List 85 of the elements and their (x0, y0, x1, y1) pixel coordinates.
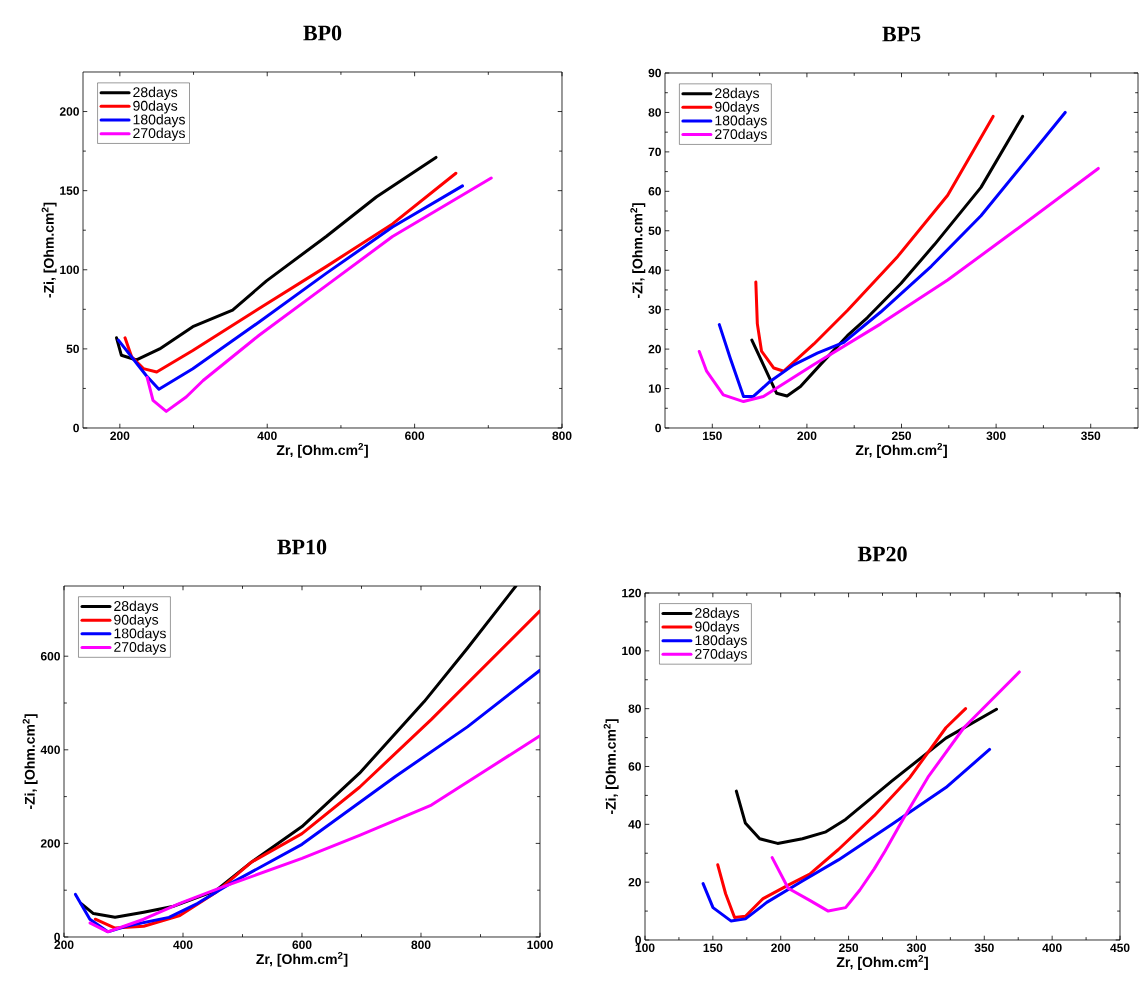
line-series (716, 707, 968, 919)
x-tick-label: 150 (703, 431, 722, 441)
x-tick-label: 300 (986, 431, 1006, 441)
line-series (697, 166, 1100, 404)
x-tick-label: 150 (703, 943, 723, 953)
y-tick-label: 90 (648, 68, 661, 78)
x-tick-label: 800 (552, 431, 572, 441)
x-tick-label: 200 (797, 431, 817, 441)
legend-label: 90days (715, 101, 760, 115)
x-tick-label: 250 (891, 431, 912, 441)
x-tick-label: 600 (405, 431, 425, 441)
y-tick-label: 0 (655, 423, 661, 433)
line-series (734, 707, 999, 845)
x-tick-label: 400 (257, 431, 277, 441)
x-tick-label: 350 (974, 943, 994, 953)
chart-title: BP5 (882, 26, 921, 42)
y-tick-label: 20 (628, 877, 641, 887)
chart-title: BP10 (277, 539, 327, 555)
y-tick-label: 60 (648, 187, 661, 196)
legend-label: 270days (133, 127, 185, 141)
y-tick-label: 100 (60, 265, 79, 275)
chart-title: BP0 (303, 25, 342, 41)
x-tick-label: 1000 (527, 940, 553, 950)
legend-label: 28days (695, 607, 740, 621)
legend-label: 180days (133, 114, 185, 128)
x-tick-label: 250 (838, 943, 859, 953)
line-series (73, 668, 540, 934)
x-tick-label: 400 (173, 940, 193, 950)
y-tick-label: 120 (622, 588, 641, 598)
legend-label: 270days (114, 641, 166, 655)
line-series (116, 184, 465, 391)
legend-label: 180days (114, 628, 166, 642)
y-axis-title: -Zi, [Ohm.cm$^{2}$] (603, 719, 619, 815)
x-tick-label: 200 (110, 431, 130, 441)
y-tick-label: 0 (635, 935, 641, 945)
y-tick-label: 50 (66, 344, 79, 354)
legend-label: 90days (695, 621, 740, 635)
legend-label: 28days (715, 87, 760, 101)
legend-label: 270days (695, 648, 747, 662)
y-tick-label: 150 (60, 186, 79, 195)
line-series (123, 171, 458, 374)
y-tick-label: 70 (648, 147, 661, 157)
y-axis-title: -Zi, [Ohm.cm$^{2}$] (41, 202, 57, 298)
x-tick-label: 350 (1080, 431, 1101, 441)
y-tick-label: 200 (59, 107, 79, 116)
x-axis-title: Zr, [Ohm.cm$^{2}$] (836, 954, 928, 970)
x-tick-label: 400 (1042, 943, 1062, 953)
x-tick-label: 200 (771, 943, 791, 953)
y-tick-label: 20 (648, 344, 661, 354)
y-tick-label: 600 (40, 651, 60, 661)
y-tick-label: 40 (648, 265, 661, 275)
x-axis-title: Zr, [Ohm.cm$^{2}$] (855, 442, 947, 458)
y-tick-label: 400 (40, 745, 60, 755)
legend-label: 180days (695, 634, 747, 648)
line-series (145, 176, 493, 413)
line-series (770, 670, 1021, 913)
legend-label: 28days (114, 600, 159, 614)
y-axis-title: -Zi, [Ohm.cm$^{2}$] (22, 714, 38, 810)
y-tick-label: 0 (73, 423, 79, 433)
y-tick-label: 60 (628, 762, 641, 771)
legend-label: 90days (114, 614, 159, 628)
x-axis-title: Zr, [Ohm.cm$^{2}$] (276, 442, 368, 458)
y-tick-label: 80 (628, 704, 641, 713)
x-tick-label: 800 (411, 940, 431, 950)
x-tick-label: 300 (906, 943, 926, 953)
line-series (701, 747, 992, 923)
y-tick-label: 80 (648, 108, 661, 117)
chart-title: BP20 (857, 546, 907, 562)
y-tick-label: 100 (622, 646, 641, 656)
y-tick-label: 30 (648, 305, 661, 314)
legend-label: 180days (715, 115, 767, 129)
line-series (88, 734, 540, 934)
line-series (115, 155, 438, 362)
y-tick-label: 40 (628, 820, 641, 829)
legend-label: 28days (133, 86, 178, 100)
y-axis-title: -Zi, [Ohm.cm$^{2}$] (630, 203, 646, 299)
y-tick-label: 50 (648, 226, 661, 236)
legend-label: 90days (133, 100, 178, 114)
x-tick-label: 450 (1110, 943, 1130, 953)
y-tick-label: 0 (54, 932, 60, 942)
legend-label: 270days (715, 128, 767, 142)
y-tick-label: 200 (40, 839, 60, 848)
x-axis-title: Zr, [Ohm.cm$^{2}$] (256, 951, 348, 967)
x-tick-label: 600 (292, 940, 312, 950)
y-tick-label: 10 (648, 384, 661, 393)
